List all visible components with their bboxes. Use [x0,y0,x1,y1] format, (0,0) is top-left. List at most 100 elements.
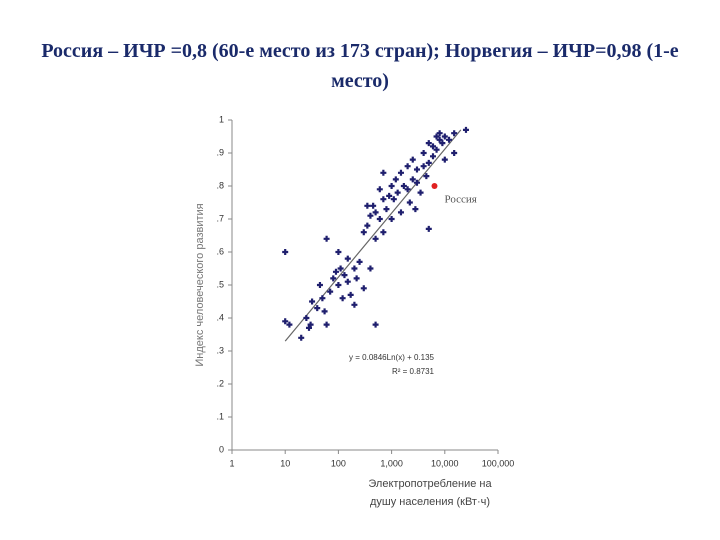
data-point [344,255,351,262]
data-point [335,249,342,255]
data-point [436,130,443,137]
data-point [451,150,458,156]
data-point [376,216,383,222]
data-point [388,183,395,189]
data-point [425,225,432,232]
trendline [284,129,462,342]
data-point [420,150,427,156]
data-point [462,126,469,133]
data-point [372,209,379,216]
data-point [413,179,420,186]
y-tick-label: .5 [216,279,224,289]
x-axis-label: Электропотребление на [368,478,492,490]
data-point [372,321,379,328]
x-axis-label: душу населения (кВт·ч) [370,496,490,508]
y-tick-label: .3 [216,345,224,355]
data-point [356,258,363,265]
highlight-point [431,183,438,189]
data-point [409,176,416,183]
data-point [394,189,401,196]
data-point [335,282,342,288]
y-tick-label: .2 [216,378,224,388]
data-point [397,169,404,176]
data-point [397,209,404,216]
data-point [412,206,419,213]
data-point [380,169,387,176]
data-point [332,268,339,275]
data-point [446,136,453,143]
data-point [353,275,360,282]
x-tick-label: 1 [229,458,234,468]
data-point [425,159,432,166]
data-point [392,176,399,183]
x-tick-label: 10,000 [431,458,459,468]
data-point [367,265,374,272]
y-tick-label: .1 [216,411,224,421]
y-tick-label: .4 [216,312,224,322]
data-point [420,163,427,170]
data-point [372,235,379,242]
data-point [386,192,393,199]
y-tick-label: .7 [216,213,224,223]
highlight-label: Россия [444,194,476,206]
data-point [339,295,346,302]
data-point [383,206,390,213]
data-point [327,288,334,295]
data-point [367,212,374,219]
data-point [341,272,348,279]
data-point [404,186,411,193]
data-point [307,321,314,328]
chart-title: Россия – ИЧР =0,8 (60-е место из 173 стр… [41,40,679,92]
data-point [436,136,443,143]
data-point [433,146,440,153]
data-point [282,318,289,325]
data-point [423,173,430,180]
data-point [351,301,358,308]
data-point [400,183,407,189]
data-point [376,186,383,193]
data-point [429,143,436,150]
data-point [404,163,411,170]
data-point [347,291,354,298]
data-point [370,202,377,209]
data-point [330,275,337,282]
y-axis-label: Индекс человеческого развития [194,203,206,366]
data-point [360,229,367,236]
data-point [441,156,448,163]
data-point [441,133,448,140]
data-point [439,140,446,147]
data-point [413,166,420,173]
data-point [388,216,395,222]
data-point [316,282,323,288]
data-point [351,265,358,272]
data-point [433,133,440,140]
data-point [451,130,458,137]
x-tick-label: 10 [280,458,290,468]
data-point [286,321,293,328]
x-tick-label: 100 [331,458,346,468]
data-point [321,308,328,315]
x-tick-label: 1,000 [380,458,403,468]
y-tick-label: 0 [219,444,224,454]
data-point [425,140,432,147]
data-point [298,334,305,341]
data-point [309,298,316,305]
data-point [282,249,289,255]
y-tick-label: .8 [216,180,224,190]
data-point [319,295,326,302]
data-point [303,315,310,321]
data-point [344,278,351,285]
y-tick-label: 1 [219,114,224,124]
data-point [323,321,330,328]
data-point [364,202,371,209]
data-point [417,189,424,196]
x-tick-label: 100,000 [482,458,515,468]
data-point [360,285,367,292]
data-point [305,324,312,331]
data-point [364,222,371,229]
data-point [323,235,330,242]
equation: y = 0.0846Ln(x) + 0.135 [349,353,435,362]
y-tick-label: .9 [216,147,224,157]
